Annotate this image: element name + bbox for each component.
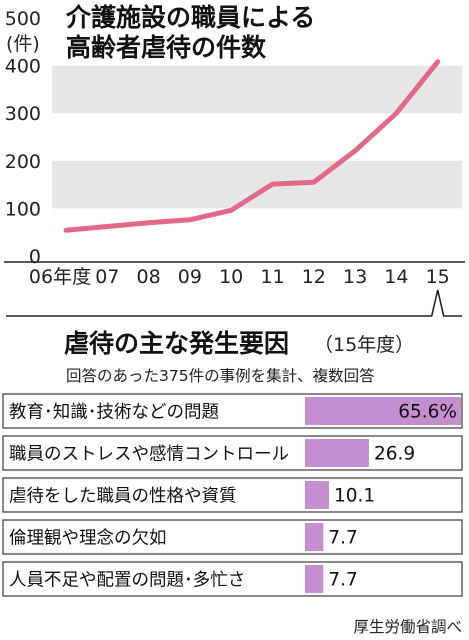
x-tick-label: 06年度 [29, 266, 91, 288]
bar-value-label: 65.6% [398, 402, 457, 423]
x-tick-label: 14 [384, 266, 408, 288]
chart-title-background [60, 0, 378, 64]
y-tick-label: 500 [5, 8, 41, 30]
bar-chart-subtitle: 回答のあった375件の事例を集計、複数回答 [66, 367, 375, 385]
y-tick-labels: 0 100 200 300 400 500 [5, 8, 41, 268]
x-tick-label: 08 [137, 266, 161, 288]
bar-row-frame [2, 519, 463, 555]
grid-bands [52, 65, 462, 209]
y-tick-label: 0 [29, 246, 41, 268]
bar-value-label: 26.9 [374, 444, 415, 465]
y-tick-label: 100 [5, 198, 41, 220]
y-tick-label: 200 [5, 151, 41, 173]
bar-category-label: 虐待をした職員の性格や資質 [9, 487, 237, 507]
bar [305, 481, 330, 509]
line-chart-title-line: 高齢者虐待の件数 [66, 33, 267, 62]
bar-row-frame [2, 561, 463, 597]
line-chart-title-line: 介護施設の職員による [65, 3, 315, 32]
x-tick-label: 10 [219, 266, 243, 288]
bar-category-label: 人員不足や配置の問題･多忙さ [9, 571, 245, 591]
bar-row: 教育･知識･技術などの問題 65.6% [2, 393, 463, 429]
y-axis-unit-label: (件) [6, 33, 40, 55]
bar-row: 職員のストレスや感情コントロール 26.9 [2, 435, 463, 471]
bar-chart-title-year: （15年度） [314, 334, 414, 356]
bar-row-frame [2, 477, 463, 513]
bar-value-label: 10.1 [334, 486, 375, 507]
bar-row: 虐待をした職員の性格や資質 10.1 [2, 477, 463, 513]
x-tick-labels: 06年度 07 08 09 10 11 12 13 14 15 [29, 266, 450, 288]
bar-value-label: 7.7 [328, 570, 357, 591]
bar-value-label: 7.7 [328, 528, 357, 549]
bar-category-label: 教育･知識･技術などの問題 [9, 403, 219, 423]
bar [305, 397, 461, 425]
x-tick-label: 11 [260, 266, 284, 288]
bar-rows: 教育･知識･技術などの問題 65.6% 職員のストレスや感情コントロール 26.9 虐待… [2, 393, 463, 597]
bar-chart-title: 虐待の主な発生要因 [64, 329, 289, 358]
series-line [63, 59, 441, 233]
year-pointer-marker [6, 289, 462, 317]
bar-category-label: 倫理観や理念の欠如 [9, 528, 167, 549]
source-note: 厚生労働省調べ [353, 618, 462, 636]
x-tick-label: 12 [302, 266, 326, 288]
y-tick-label: 400 [5, 56, 41, 78]
bar-chart: 虐待の主な発生要因 （15年度） 回答のあった375件の事例を集計、複数回答 教… [2, 329, 463, 597]
bar-row-frame [2, 435, 463, 471]
y-tick-label: 300 [5, 103, 41, 125]
bar [305, 565, 324, 593]
grid-band [52, 160, 462, 209]
grid-band [52, 65, 462, 114]
bar [305, 439, 369, 467]
x-tick-label: 13 [343, 266, 367, 288]
x-tick-label: 15 [426, 266, 450, 288]
bar-row: 倫理観や理念の欠如 7.7 [2, 519, 463, 555]
bar-row: 人員不足や配置の問題･多忙さ 7.7 [2, 561, 463, 597]
bar [305, 523, 324, 551]
x-tick-label: 09 [178, 266, 202, 288]
bar-category-label: 職員のストレスや感情コントロール [9, 445, 289, 465]
x-tick-label: 07 [95, 266, 119, 288]
